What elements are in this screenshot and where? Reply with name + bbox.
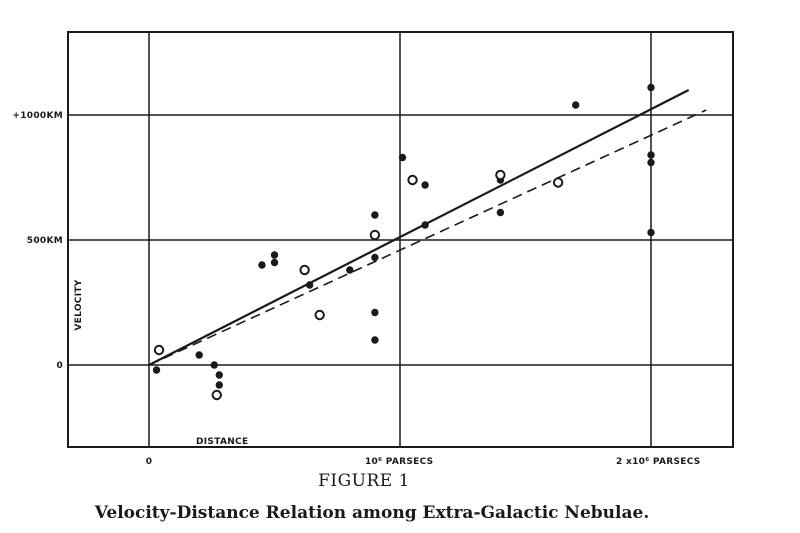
filled-point (647, 228, 655, 237)
filled-point (258, 261, 266, 269)
open-point (495, 169, 506, 181)
fit-lines (148, 89, 707, 366)
x-tick-label: 0 (146, 457, 153, 467)
filled-point (270, 258, 279, 267)
filled-point (421, 221, 429, 229)
filled-point (152, 366, 161, 374)
open-point (407, 174, 418, 186)
open-point (153, 344, 165, 356)
filled-point (371, 253, 379, 262)
y-tick-label: +1000KM (12, 111, 63, 121)
figure-number: FIGURE 1 (318, 471, 410, 491)
filled-point (421, 181, 429, 189)
figure-caption: Velocity-Distance Relation among Extra-G… (94, 503, 650, 523)
filled-point (398, 153, 407, 162)
filled-point (496, 208, 505, 217)
dashed-fit-line (148, 109, 707, 366)
data-points (152, 83, 655, 401)
open-point (369, 229, 381, 241)
filled-point (195, 351, 203, 359)
open-point (314, 309, 325, 321)
filled-point (371, 336, 379, 344)
y-axis-label: VELOCITY (74, 279, 84, 330)
filled-point (305, 281, 314, 289)
open-point (552, 177, 564, 188)
y-tick-label: 500KM (27, 236, 63, 246)
tick-labels: 0 10⁶ PARSECS 2 x10⁶ PARSECS 0 500KM +1000KM (12, 111, 700, 467)
x-axis-label: DISTANCE (196, 437, 248, 447)
x-tick-label: 2 x10⁶ PARSECS (616, 457, 701, 467)
x-tick-label: 10⁶ PARSECS (365, 457, 433, 467)
filled-point (647, 158, 655, 167)
filled-point (647, 151, 655, 159)
filled-point (270, 251, 279, 259)
filled-point (346, 266, 354, 274)
filled-point (210, 361, 218, 369)
filled-point (371, 308, 379, 317)
filled-point (215, 381, 223, 389)
open-point (299, 264, 310, 276)
y-tick-label: 0 (56, 361, 63, 371)
filled-point (572, 101, 580, 109)
solid-fit-line (148, 89, 690, 366)
filled-point (371, 211, 379, 219)
filled-point (215, 371, 223, 379)
grid-lines (68, 32, 733, 447)
filled-point (647, 83, 655, 92)
open-point (211, 389, 222, 401)
